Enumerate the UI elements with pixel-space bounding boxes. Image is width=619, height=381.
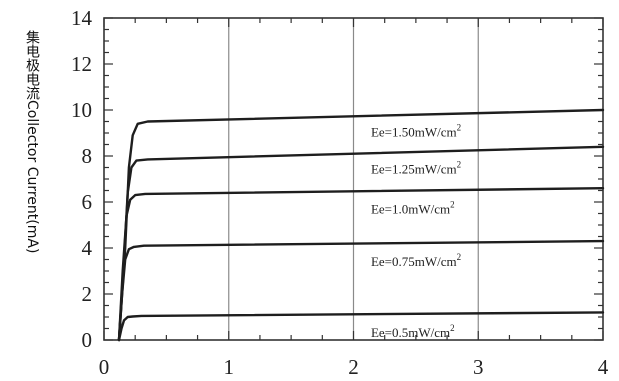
series-label-text: Ee=0.5mW/cm	[371, 325, 450, 340]
series-label-text: Ee=1.50mW/cm	[371, 125, 457, 140]
x-tick-label: 0	[99, 355, 110, 379]
series-label: Ee=0.5mW/cm2	[371, 323, 455, 340]
y-tick-label: 14	[71, 6, 93, 30]
y-tick-label: 0	[82, 328, 93, 352]
series-line	[117, 311, 605, 342]
x-tick-label: 3	[473, 355, 484, 379]
y-tick-label: 6	[82, 190, 93, 214]
y-tick-label: 10	[71, 98, 92, 122]
series-label-superscript: 2	[457, 252, 462, 262]
series-label-superscript: 2	[457, 160, 462, 170]
series-label-text: Ee=1.0mW/cm	[371, 201, 450, 216]
y-tick-label: 12	[71, 52, 92, 76]
series-line	[117, 239, 605, 342]
series-label-superscript: 2	[450, 199, 455, 209]
series-label-superscript: 2	[450, 323, 455, 333]
series-label-superscript: 2	[457, 123, 462, 133]
series-label: Ee=1.0mW/cm2	[371, 199, 455, 216]
y-axis-label: 集电极电流Collector Current(mA)	[24, 30, 40, 254]
x-tick-label: 4	[598, 355, 609, 379]
grid-layer	[228, 18, 479, 340]
series-line	[117, 186, 605, 342]
series-label-text: Ee=1.25mW/cm	[371, 162, 457, 177]
y-tick-label: 8	[82, 144, 93, 168]
series-label-text: Ee=0.75mW/cm	[371, 254, 457, 269]
series-label: Ee=1.50mW/cm2	[371, 123, 461, 140]
axes-layer	[103, 17, 604, 341]
y-tick-label: 2	[82, 282, 93, 306]
x-tick-label: 2	[348, 355, 359, 379]
y-tick-label: 4	[82, 236, 93, 260]
series-label: Ee=1.25mW/cm2	[371, 160, 461, 177]
series-line	[117, 108, 605, 342]
series-layer	[117, 108, 605, 342]
x-tick-label: 1	[224, 355, 235, 379]
series-label: Ee=0.75mW/cm2	[371, 252, 461, 269]
